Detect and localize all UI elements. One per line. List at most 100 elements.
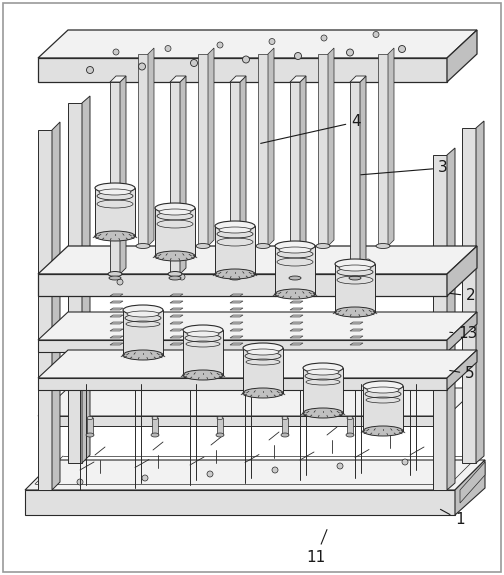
Polygon shape [350, 322, 363, 324]
Polygon shape [230, 343, 243, 345]
Circle shape [113, 49, 119, 55]
Polygon shape [350, 301, 363, 303]
Polygon shape [170, 294, 183, 296]
Polygon shape [110, 308, 123, 310]
Ellipse shape [108, 271, 122, 277]
Circle shape [241, 269, 247, 275]
Polygon shape [208, 48, 214, 246]
Polygon shape [350, 76, 366, 82]
Polygon shape [230, 82, 240, 274]
Polygon shape [460, 462, 485, 503]
Polygon shape [152, 418, 158, 435]
Polygon shape [350, 329, 363, 331]
Polygon shape [275, 246, 315, 294]
Polygon shape [110, 322, 123, 324]
Circle shape [117, 279, 123, 285]
Polygon shape [476, 121, 484, 463]
Polygon shape [170, 329, 183, 331]
Polygon shape [455, 460, 485, 515]
Polygon shape [290, 76, 306, 82]
Polygon shape [447, 30, 477, 82]
Polygon shape [82, 96, 90, 463]
Polygon shape [38, 246, 477, 274]
Polygon shape [290, 322, 303, 324]
Polygon shape [230, 301, 243, 303]
Polygon shape [462, 128, 476, 463]
Ellipse shape [168, 271, 182, 277]
Ellipse shape [281, 433, 289, 437]
Circle shape [321, 35, 327, 41]
Polygon shape [378, 54, 388, 246]
Text: 3: 3 [361, 160, 448, 175]
Polygon shape [230, 76, 246, 82]
Ellipse shape [155, 251, 195, 261]
Circle shape [77, 479, 83, 485]
Polygon shape [447, 148, 455, 490]
Polygon shape [447, 312, 477, 352]
Ellipse shape [219, 227, 251, 233]
Polygon shape [290, 82, 300, 274]
Ellipse shape [86, 433, 94, 437]
Polygon shape [290, 336, 303, 338]
Ellipse shape [215, 269, 255, 279]
Polygon shape [110, 301, 123, 303]
Ellipse shape [229, 276, 241, 280]
Polygon shape [170, 82, 180, 274]
Polygon shape [170, 76, 186, 82]
Ellipse shape [275, 241, 315, 251]
Polygon shape [243, 348, 283, 393]
Ellipse shape [123, 350, 163, 360]
Ellipse shape [95, 231, 135, 241]
Ellipse shape [335, 259, 375, 269]
Circle shape [217, 42, 223, 48]
Polygon shape [290, 308, 303, 310]
Polygon shape [447, 350, 477, 390]
Polygon shape [350, 336, 363, 338]
Polygon shape [230, 315, 243, 317]
Ellipse shape [196, 243, 210, 248]
Polygon shape [110, 82, 120, 274]
Polygon shape [217, 418, 223, 435]
Ellipse shape [307, 369, 339, 375]
Circle shape [179, 274, 185, 280]
Polygon shape [290, 294, 303, 296]
Ellipse shape [215, 221, 255, 231]
Polygon shape [38, 340, 447, 352]
Ellipse shape [348, 271, 362, 277]
Ellipse shape [187, 331, 219, 337]
Ellipse shape [349, 276, 361, 280]
Ellipse shape [363, 381, 403, 391]
Ellipse shape [228, 271, 242, 277]
Polygon shape [350, 315, 363, 317]
Ellipse shape [289, 276, 301, 280]
Circle shape [365, 259, 371, 265]
Polygon shape [38, 30, 477, 58]
Polygon shape [123, 310, 163, 355]
Circle shape [139, 63, 146, 70]
Polygon shape [155, 208, 195, 256]
Polygon shape [38, 58, 447, 82]
Polygon shape [300, 76, 306, 274]
Ellipse shape [109, 276, 121, 280]
Polygon shape [120, 76, 126, 274]
Circle shape [87, 67, 94, 74]
Polygon shape [170, 343, 183, 345]
Ellipse shape [183, 370, 223, 380]
Circle shape [303, 264, 309, 270]
Text: 5: 5 [450, 366, 475, 381]
Polygon shape [240, 76, 246, 274]
Polygon shape [268, 48, 274, 246]
Ellipse shape [275, 289, 315, 299]
Polygon shape [170, 308, 183, 310]
Ellipse shape [303, 408, 343, 418]
Polygon shape [110, 336, 123, 338]
Polygon shape [230, 294, 243, 296]
Polygon shape [170, 301, 183, 303]
Circle shape [337, 463, 343, 469]
Ellipse shape [256, 243, 270, 248]
Circle shape [191, 59, 198, 67]
Circle shape [242, 56, 249, 63]
Polygon shape [363, 386, 403, 431]
Circle shape [165, 45, 171, 52]
Polygon shape [350, 82, 360, 274]
